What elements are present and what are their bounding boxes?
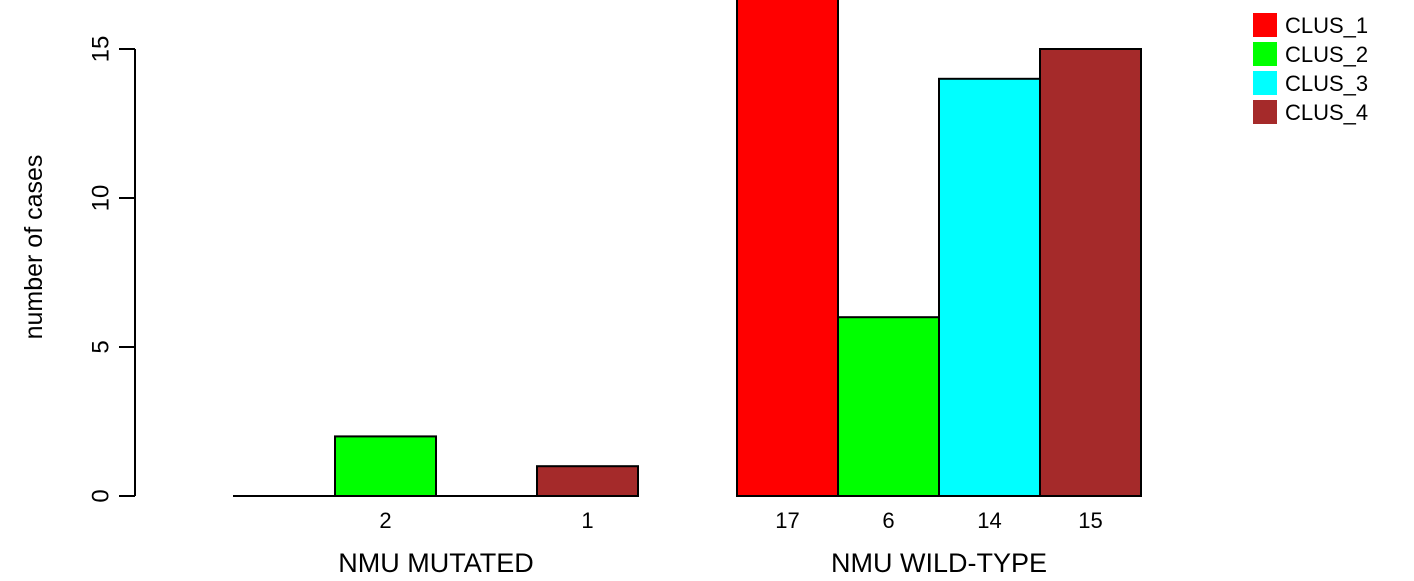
bar	[1039, 48, 1142, 497]
legend-label: CLUS_2	[1285, 42, 1368, 67]
legend-label: CLUS_4	[1285, 100, 1368, 125]
group-label: NMU WILD-TYPE	[831, 548, 1047, 578]
y-axis: 0 5 10 15	[87, 36, 136, 503]
bar-value-label: 1	[581, 508, 593, 533]
legend-label: CLUS_3	[1285, 71, 1368, 96]
bar-value-label: 2	[379, 508, 391, 533]
bars	[233, 0, 1142, 498]
legend-swatch	[1253, 42, 1277, 66]
bar	[536, 465, 639, 498]
bar	[938, 77, 1041, 498]
bar	[837, 316, 940, 498]
y-tick-label: 5	[87, 340, 114, 353]
bar	[736, 0, 839, 498]
legend-swatch	[1253, 100, 1277, 124]
bar-labels: 2 1 17 6 14 15	[379, 508, 1102, 533]
y-tick-label: 15	[87, 36, 114, 63]
y-tick-label: 0	[87, 489, 114, 502]
legend-swatch	[1253, 13, 1277, 37]
bar-value-label: 15	[1078, 508, 1102, 533]
y-axis-label: number of cases	[20, 155, 48, 340]
bar-value-label: 17	[775, 508, 799, 533]
legend-swatch	[1253, 71, 1277, 95]
group-label: NMU MUTATED	[338, 548, 533, 578]
y-tick-label: 10	[87, 185, 114, 212]
bar-value-label: 6	[882, 508, 894, 533]
bar	[334, 435, 437, 497]
legend-label: CLUS_1	[1285, 13, 1368, 38]
legend: CLUS_1 CLUS_2 CLUS_3 CLUS_4	[1253, 13, 1368, 125]
bar-value-label: 14	[977, 508, 1001, 533]
group-labels: NMU MUTATED NMU WILD-TYPE	[338, 548, 1047, 578]
